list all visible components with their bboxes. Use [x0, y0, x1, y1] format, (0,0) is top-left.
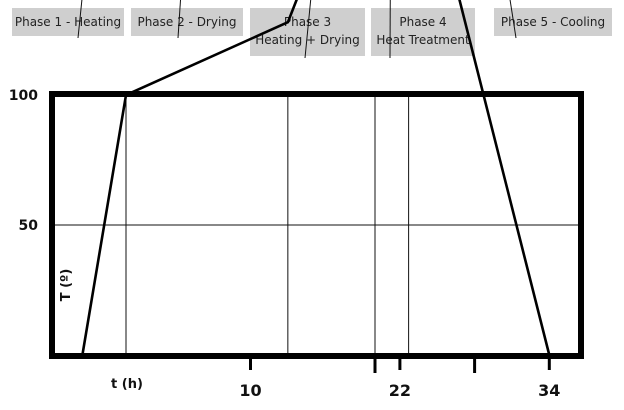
- phase-box-4: [371, 8, 475, 56]
- phase-label-text-2-1: Phase 2 - Drying: [137, 15, 236, 29]
- phase-box-2: [131, 8, 243, 36]
- y-tick-label-50: 50: [19, 218, 39, 234]
- phase-label-text-3-2: Heating + Drying: [255, 33, 360, 47]
- x-tick-label-10: 10: [239, 381, 261, 400]
- phase-label-text-4-1: Phase 4: [399, 15, 446, 29]
- y-tick-label-100: 100: [9, 88, 38, 104]
- x-tick-label-22: 22: [389, 381, 411, 400]
- plot-frame: [49, 91, 584, 359]
- phase-label-5: Phase 5 - Cooling: [494, 0, 612, 39]
- x-tick-label-34: 34: [538, 381, 560, 400]
- phase-label-1: Phase 1 - Heating: [12, 0, 124, 39]
- y-axis-label: T (º): [59, 269, 74, 302]
- phase-labels: Phase 1 - Heating Phase 2 - Drying Phase 3…: [12, 0, 612, 59]
- phase-label-text-4-2: Heat Treatment: [376, 33, 470, 47]
- phase-label-text-5-1: Phase 5 - Cooling: [501, 15, 605, 29]
- x-axis-label: t (h): [111, 377, 143, 392]
- phase-pointer-3: [304, 0, 312, 59]
- phase-pointer-4: [389, 0, 391, 59]
- phase-box-1: [12, 8, 124, 36]
- phase-label-3: Phase 3 Heating + Drying: [250, 0, 365, 59]
- phase-label-4: Phase 4 Heat Treatment: [371, 0, 475, 59]
- phase-label-2: Phase 2 - Drying: [131, 0, 243, 39]
- data-point-0-2: [287, 21, 289, 24]
- tick-labels: 10223450100150200250: [9, 88, 561, 400]
- phase-label-text-1-1: Phase 1 - Heating: [15, 15, 121, 29]
- phase-label-text-3-1: Phase 3: [284, 15, 331, 29]
- series-line-0: [81, 0, 551, 356]
